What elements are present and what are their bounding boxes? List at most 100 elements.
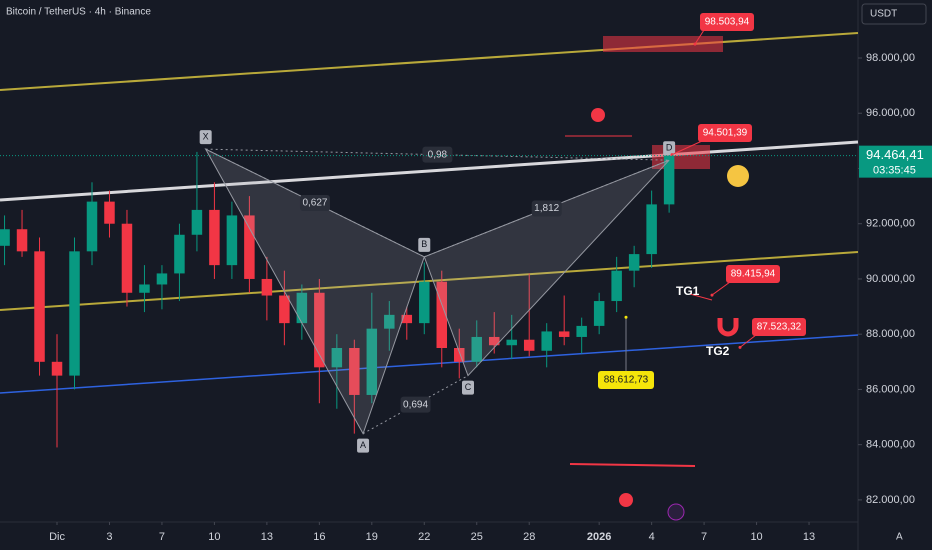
candle-body — [16, 229, 28, 252]
candle-body — [51, 361, 63, 376]
target-label: TG1 — [676, 284, 700, 298]
annotation-box — [726, 265, 780, 283]
pattern-ratio: 0,694 — [403, 399, 428, 410]
pattern-point-box — [418, 237, 431, 252]
candle-body — [628, 254, 640, 271]
candle-body — [454, 348, 465, 362]
marker-line — [569, 463, 696, 467]
magnet-icon — [717, 318, 739, 337]
arrow — [689, 293, 713, 301]
annotation-arrow — [694, 29, 705, 45]
candle-body — [384, 314, 395, 329]
candle-body — [104, 201, 115, 224]
auto-button[interactable]: A — [896, 532, 903, 543]
y-tick-label: 92.000,00 — [866, 218, 915, 230]
x-tick-label: 13 — [261, 531, 273, 543]
candle-body — [34, 251, 45, 362]
x-tick-label: 10 — [750, 531, 762, 543]
trend-line — [0, 334, 859, 394]
candle-body — [279, 295, 290, 324]
candle-body — [244, 215, 255, 279]
y-tick-label: 84.000,00 — [866, 439, 915, 451]
candle-body — [541, 331, 552, 351]
currency[interactable]: USDT — [870, 9, 897, 20]
pattern-point-box — [199, 130, 212, 145]
candle-body — [593, 301, 605, 326]
y-tick-label: 86.000,00 — [866, 383, 915, 395]
candle-body — [366, 328, 378, 395]
candle-body — [209, 209, 220, 266]
candle-body — [506, 339, 517, 346]
candle-body — [401, 314, 413, 324]
annotation-box — [698, 124, 752, 142]
annotation-label: 88.612,73 — [604, 375, 649, 386]
candle-body — [436, 281, 448, 348]
annotation-label: 89.415,94 — [731, 269, 776, 280]
candle-body — [139, 284, 150, 293]
candle-body — [69, 251, 80, 376]
x-tick-label: 22 — [418, 531, 430, 543]
candle-body — [86, 201, 98, 252]
x-tick-label: 7 — [701, 531, 707, 543]
y-tick-label: 98.000,00 — [866, 52, 915, 64]
candle-body — [576, 325, 587, 337]
pattern-ratio: 0,98 — [428, 149, 448, 160]
pattern-point: X — [203, 132, 209, 142]
pattern-point-box — [357, 438, 370, 453]
candle-body — [156, 273, 168, 285]
candle-body — [611, 270, 622, 302]
candle-body — [191, 209, 203, 235]
ratio-box — [422, 146, 453, 163]
x-tick-label: 19 — [366, 531, 378, 543]
annotation-box — [752, 318, 806, 336]
y-tick-label: 82.000,00 — [866, 494, 915, 506]
pattern-ratio: 0,627 — [302, 198, 327, 209]
x-tick-label: 2026 — [587, 531, 611, 543]
last-price-box — [859, 145, 932, 178]
candle-body — [121, 223, 133, 293]
annotation-arrow — [671, 140, 703, 156]
ratio-box — [400, 396, 431, 413]
candle-body — [558, 331, 570, 337]
countdown: 03:35:45 — [873, 165, 916, 177]
annotation-target — [738, 345, 742, 349]
x-tick-label: 28 — [523, 531, 535, 543]
candle-body — [646, 204, 657, 255]
annotation-arrow — [739, 334, 757, 348]
candle-body — [174, 234, 185, 274]
zone — [603, 36, 723, 52]
x-tick-label: 7 — [159, 531, 165, 543]
candle-body — [296, 292, 308, 324]
candle-body — [261, 278, 273, 296]
x-tick-label: Dic — [49, 531, 65, 543]
x-tick-label: 4 — [649, 531, 655, 543]
candle-body — [419, 281, 430, 324]
zone — [652, 145, 710, 169]
candle-body — [523, 339, 535, 351]
candle-body — [331, 348, 343, 368]
ratio-box — [299, 195, 330, 211]
pattern-point: D — [666, 143, 673, 153]
y-tick-label: 90.000,00 — [866, 273, 915, 285]
ratio-box — [531, 200, 562, 217]
trend-line — [0, 251, 859, 311]
candle-body — [488, 336, 500, 346]
pattern-ratio: 1,812 — [534, 203, 559, 214]
x-tick-label: 10 — [208, 531, 220, 543]
annotation-box — [700, 13, 754, 31]
candle-body — [0, 229, 10, 246]
x-tick-label: 3 — [106, 531, 112, 543]
x-tick-label: 25 — [471, 531, 483, 543]
candle-body — [314, 292, 325, 368]
marker-dot — [591, 108, 605, 122]
annotation-target — [624, 315, 628, 319]
candle-body — [663, 155, 675, 205]
candle-body — [471, 336, 482, 362]
annotation-target — [693, 42, 697, 46]
currency-button[interactable] — [861, 3, 927, 25]
pattern-point-box — [462, 380, 474, 395]
marker-dot — [619, 493, 633, 507]
candle-body — [226, 215, 238, 266]
